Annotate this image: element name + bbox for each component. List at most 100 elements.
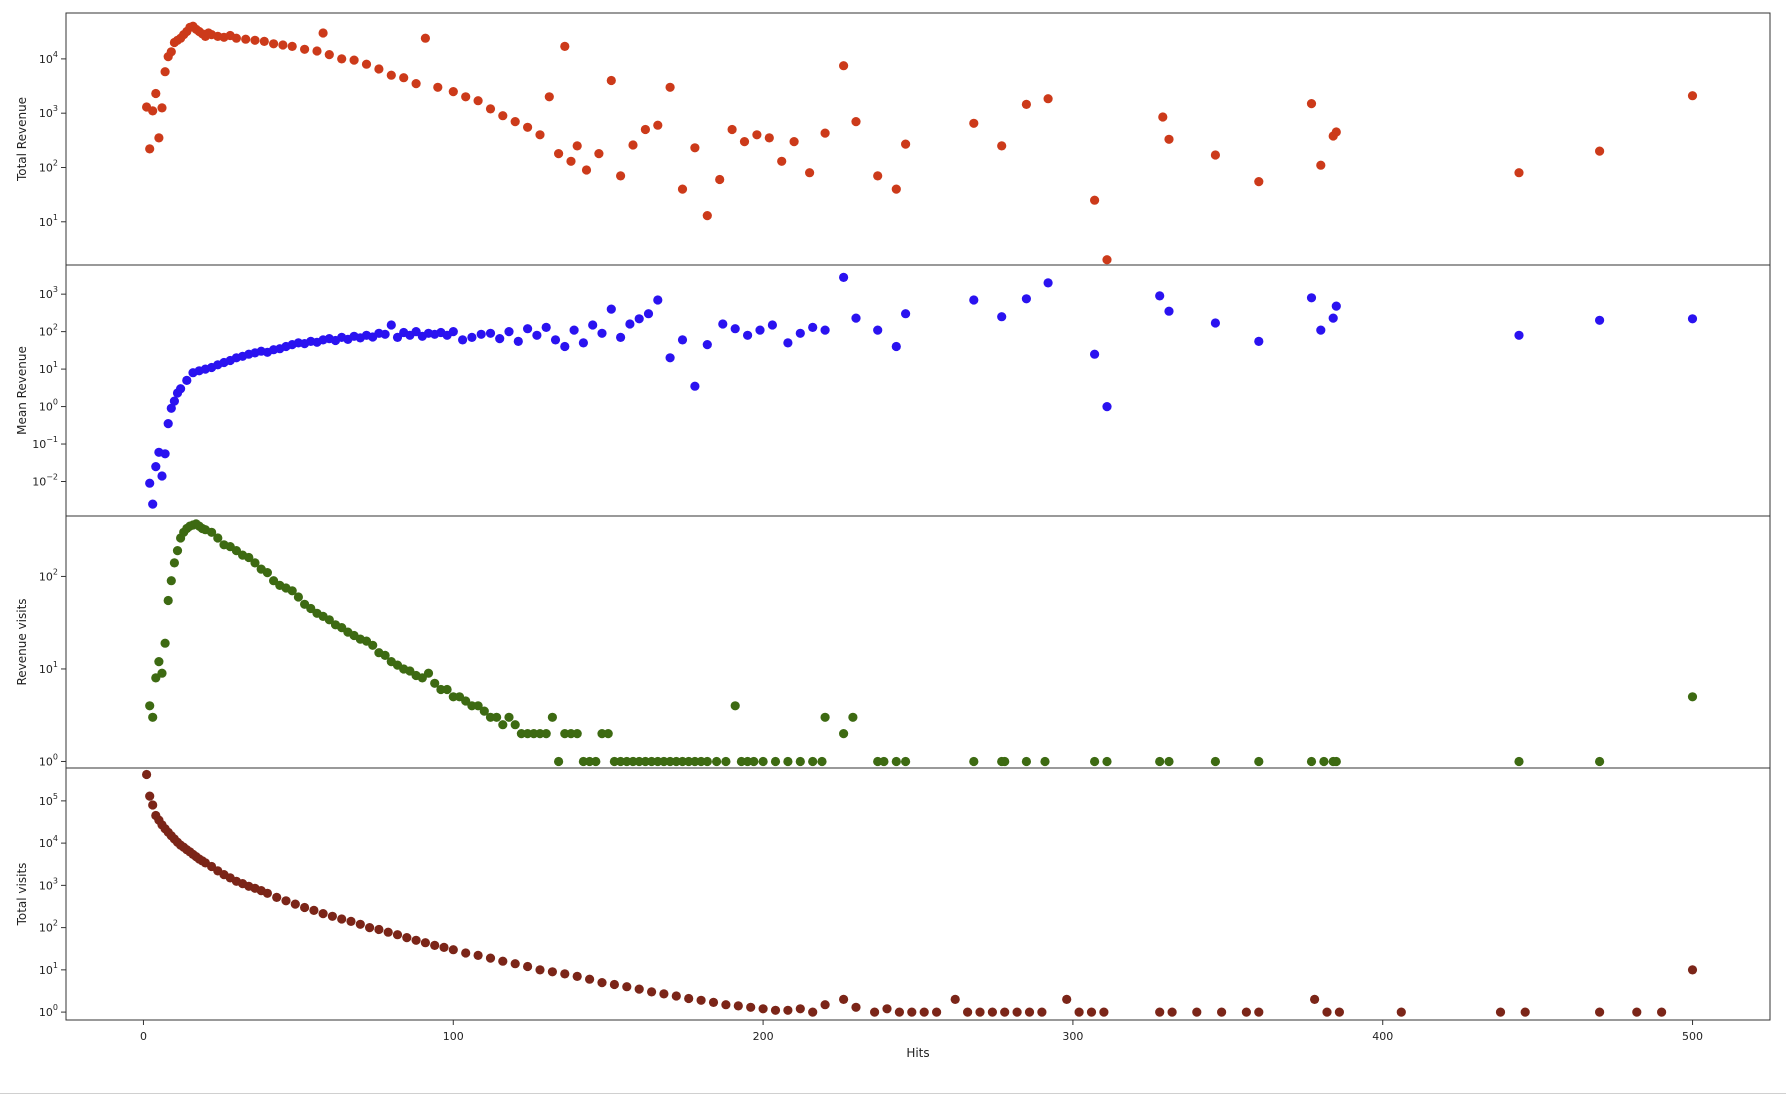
data-point	[870, 1007, 880, 1017]
data-point	[839, 729, 849, 739]
data-point	[324, 615, 334, 625]
data-point	[287, 41, 297, 52]
data-point	[634, 314, 644, 324]
x-axis-label: Hits	[906, 1046, 929, 1060]
data-point	[628, 140, 638, 150]
data-point	[1632, 1007, 1642, 1017]
data-point	[665, 353, 675, 363]
data-point	[1687, 692, 1698, 702]
data-point	[677, 335, 688, 345]
data-point	[290, 899, 300, 909]
data-point	[309, 905, 319, 916]
data-point	[752, 130, 762, 140]
data-point	[746, 1002, 756, 1012]
data-point	[795, 756, 805, 767]
data-point	[808, 756, 818, 767]
data-point	[560, 41, 570, 52]
data-point	[281, 896, 291, 906]
data-point	[554, 149, 564, 159]
data-point	[767, 320, 778, 330]
data-point	[1086, 1007, 1097, 1017]
data-point	[368, 640, 378, 650]
data-point	[1595, 756, 1605, 767]
data-point	[777, 156, 787, 166]
data-point	[572, 141, 582, 151]
data-point	[839, 994, 849, 1005]
data-point	[157, 103, 167, 113]
data-point	[805, 168, 815, 178]
data-point	[176, 384, 186, 394]
y-axis-label: Revenue visits	[15, 598, 29, 685]
data-point	[430, 678, 440, 688]
data-point	[402, 933, 412, 943]
data-point	[1021, 756, 1031, 767]
data-point	[839, 61, 849, 71]
data-point	[749, 756, 759, 767]
data-point	[1306, 99, 1317, 109]
data-point	[1074, 1007, 1084, 1017]
data-point	[145, 478, 155, 488]
data-point	[851, 313, 861, 323]
data-point	[585, 974, 595, 984]
data-point	[684, 993, 694, 1004]
data-point	[1687, 91, 1698, 101]
data-point	[1164, 134, 1174, 144]
data-point	[721, 1000, 731, 1010]
data-point	[166, 576, 176, 586]
data-point	[1155, 291, 1165, 301]
data-point	[306, 603, 316, 614]
data-point	[1687, 965, 1698, 975]
data-point	[148, 499, 158, 509]
data-point	[808, 322, 818, 332]
data-point	[739, 137, 750, 147]
data-point	[1331, 301, 1341, 311]
data-point	[591, 756, 601, 767]
data-point	[907, 1007, 917, 1017]
data-point	[702, 211, 712, 221]
data-point	[730, 701, 740, 711]
data-point	[300, 902, 310, 913]
data-point	[882, 1004, 892, 1014]
data-point	[891, 756, 901, 767]
x-ticks: 0 100 200 300 400 500	[140, 1020, 1703, 1043]
data-point	[523, 324, 533, 334]
data-point	[461, 92, 471, 102]
data-point	[349, 55, 359, 65]
data-point	[560, 969, 570, 979]
data-point	[901, 756, 911, 767]
data-point	[696, 995, 706, 1005]
data-point	[1167, 1007, 1177, 1017]
data-point	[606, 304, 616, 314]
data-point	[743, 330, 753, 340]
data-point	[560, 341, 570, 352]
data-point	[523, 961, 533, 972]
data-point	[566, 156, 576, 166]
data-point	[1595, 146, 1605, 156]
data-point	[383, 927, 393, 937]
data-point	[677, 184, 688, 194]
data-point	[1319, 756, 1329, 767]
data-point	[318, 909, 328, 919]
data-point	[1306, 756, 1317, 767]
data-point	[569, 325, 579, 335]
data-point	[578, 338, 589, 348]
data-point	[851, 1002, 861, 1012]
data-point	[848, 712, 858, 722]
data-point	[312, 46, 322, 56]
data-point	[1514, 756, 1524, 767]
data-point	[1158, 112, 1168, 122]
data-point	[1306, 293, 1317, 303]
data-point	[151, 462, 161, 472]
data-point	[820, 1000, 830, 1010]
data-point	[448, 87, 458, 97]
data-point	[1514, 168, 1524, 178]
data-point	[250, 558, 260, 568]
data-point	[142, 769, 152, 780]
data-point	[1043, 278, 1053, 288]
data-point	[532, 330, 542, 340]
data-point	[1210, 318, 1220, 328]
data-point	[244, 552, 254, 563]
data-point	[1495, 1007, 1506, 1017]
